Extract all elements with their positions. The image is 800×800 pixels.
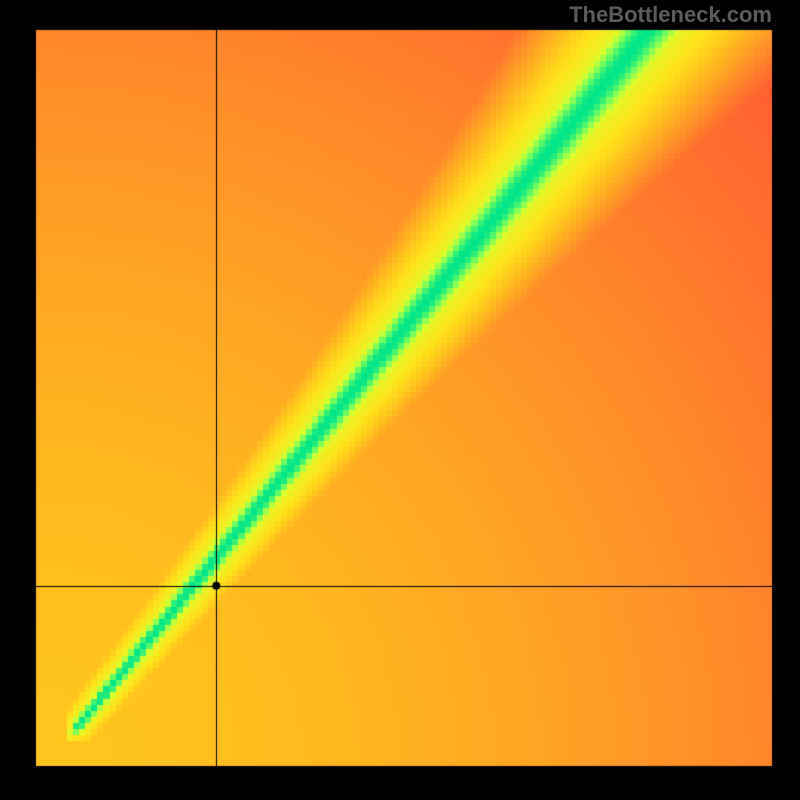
chart-frame: TheBottleneck.com <box>0 0 800 800</box>
attribution-label: TheBottleneck.com <box>569 2 772 28</box>
bottleneck-heatmap <box>0 0 800 800</box>
